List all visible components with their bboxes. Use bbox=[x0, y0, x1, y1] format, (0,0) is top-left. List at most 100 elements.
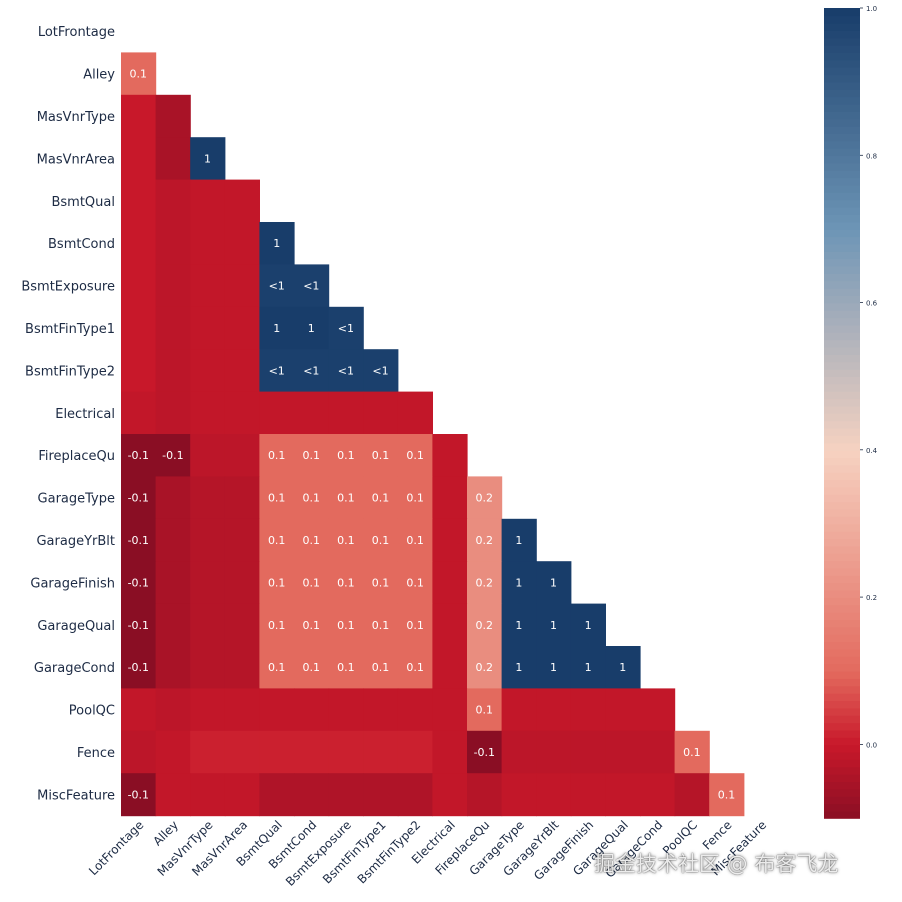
colorbar-segment bbox=[824, 376, 860, 385]
cell-label-BsmtExposure-BsmtCond: <1 bbox=[303, 280, 319, 293]
colorbar-segment bbox=[824, 214, 860, 223]
cell-label-BsmtFinType1-BsmtExposure: <1 bbox=[338, 322, 354, 335]
heatmap-cell-GarageCond-MasVnrType bbox=[190, 646, 226, 689]
colorbar-segment bbox=[824, 368, 860, 377]
colorbar-segment bbox=[824, 530, 860, 539]
y-tick-label-MasVnrArea: MasVnrArea bbox=[37, 152, 115, 167]
heatmap-cell-GarageType-BsmtExposure bbox=[328, 476, 364, 520]
colorbar-segment bbox=[824, 44, 860, 53]
cell-label-FireplaceQu-LotFrontage: -0.1 bbox=[128, 449, 149, 462]
heatmap-cell-PoolQC-GarageQual bbox=[605, 688, 641, 732]
x-tick-label-LotFrontage: LotFrontage bbox=[86, 818, 146, 878]
colorbar-segment bbox=[824, 66, 860, 76]
heatmap-cell-MiscFeature-BsmtCond bbox=[294, 773, 330, 817]
cell-label-GarageQual-BsmtCond: 0.1 bbox=[303, 619, 321, 632]
cell-label-GarageYrBlt-GarageType: 1 bbox=[515, 534, 522, 547]
cell-label-GarageType-LotFrontage: -0.1 bbox=[128, 492, 149, 505]
heatmap-cell-GarageQual-MasVnrArea bbox=[224, 603, 260, 647]
colorbar-segment bbox=[824, 398, 860, 407]
cell-label-GarageQual-FireplaceQu: 0.2 bbox=[476, 619, 494, 632]
heatmap-cell-GarageQual-BsmtFinType1 bbox=[363, 603, 399, 647]
colorbar-segment bbox=[824, 302, 860, 311]
heatmap-cell-GarageYrBlt-MasVnrType bbox=[190, 518, 226, 562]
heatmap-cell-GarageType-LotFrontage bbox=[121, 476, 157, 520]
cell-label-GarageCond-GarageFinish: 1 bbox=[585, 661, 592, 674]
heatmap-cell-Fence-GarageCond bbox=[640, 730, 676, 774]
colorbar-segment bbox=[824, 766, 860, 775]
colorbar-segment bbox=[824, 589, 860, 598]
colorbar-segment bbox=[824, 545, 860, 554]
heatmap-cell-BsmtFinType2-BsmtQual bbox=[259, 349, 295, 393]
colorbar-segment bbox=[824, 626, 860, 635]
heatmap-cell-PoolQC-BsmtCond bbox=[294, 688, 330, 732]
heatmap-cell-Fence-GarageFinish bbox=[570, 730, 606, 774]
colorbar-segment bbox=[824, 619, 860, 628]
heatmap-cell-MiscFeature-BsmtExposure bbox=[328, 773, 364, 817]
heatmap-cell-GarageType-Alley bbox=[155, 476, 191, 520]
colorbar-segment bbox=[824, 759, 860, 768]
heatmap-cell-FireplaceQu-Alley bbox=[155, 434, 191, 477]
colorbar-segment bbox=[824, 52, 860, 61]
heatmap-cell-Fence-BsmtCond bbox=[294, 730, 330, 774]
heatmap-cell-GarageCond-GarageFinish bbox=[570, 646, 606, 689]
colorbar-segment bbox=[824, 221, 860, 230]
y-tick-label-Electrical: Electrical bbox=[55, 407, 115, 422]
heatmap-cell-GarageCond-BsmtFinType2 bbox=[397, 646, 433, 689]
heatmap-cell-GarageQual-Alley bbox=[155, 603, 191, 647]
heatmap-cell-BsmtExposure-MasVnrArea bbox=[224, 264, 260, 308]
heatmap-cell-GarageQual-BsmtFinType2 bbox=[397, 603, 433, 647]
x-tick-label-Alley: Alley bbox=[150, 818, 181, 849]
colorbar-tick-label-0.0: 0.0 bbox=[866, 741, 877, 749]
heatmap-cell-GarageQual-FireplaceQu bbox=[467, 603, 503, 647]
heatmap-cell-MiscFeature-GarageCond bbox=[640, 773, 676, 817]
heatmap-cell-PoolQC-GarageCond bbox=[640, 688, 676, 732]
colorbar-segment bbox=[824, 420, 860, 429]
colorbar-segment bbox=[824, 663, 860, 672]
cell-label-BsmtFinType2-BsmtExposure: <1 bbox=[338, 364, 354, 377]
cell-label-GarageYrBlt-LotFrontage: -0.1 bbox=[128, 534, 149, 547]
heatmap-cell-GarageCond-Electrical bbox=[432, 646, 468, 689]
heatmap-cell-FireplaceQu-LotFrontage bbox=[121, 434, 157, 477]
colorbar-segment bbox=[824, 37, 860, 46]
colorbar-segment bbox=[824, 383, 860, 392]
heatmap-cell-Fence-BsmtFinType2 bbox=[397, 730, 433, 774]
cell-label-GarageCond-GarageQual: 1 bbox=[619, 661, 626, 674]
cell-label-GarageYrBlt-BsmtFinType2: 0.1 bbox=[406, 534, 424, 547]
heatmap-cell-MiscFeature-Electrical bbox=[432, 773, 468, 817]
y-tick-label-LotFrontage: LotFrontage bbox=[38, 25, 115, 40]
cell-label-FireplaceQu-BsmtQual: 0.1 bbox=[268, 449, 286, 462]
cell-label-GarageFinish-GarageYrBlt: 1 bbox=[550, 576, 557, 589]
heatmap-cell-Fence-BsmtQual bbox=[259, 730, 295, 774]
heatmap-cell-GarageType-MasVnrType bbox=[190, 476, 226, 520]
cell-label-GarageCond-FireplaceQu: 0.2 bbox=[476, 661, 494, 674]
cell-label-GarageCond-LotFrontage: -0.1 bbox=[128, 661, 149, 674]
cell-label-GarageFinish-BsmtCond: 0.1 bbox=[303, 576, 321, 589]
heatmap-cell-MiscFeature-GarageType bbox=[501, 773, 537, 817]
heatmap-cell-Fence-BsmtFinType1 bbox=[363, 730, 399, 774]
heatmap-cell-Fence-Alley bbox=[155, 730, 191, 774]
heatmap-cell-BsmtFinType1-BsmtExposure bbox=[328, 306, 364, 350]
colorbar-segment bbox=[824, 449, 860, 458]
heatmap-cell-MiscFeature-PoolQC bbox=[674, 773, 710, 817]
cell-label-Alley-LotFrontage: 0.1 bbox=[130, 68, 148, 81]
heatmap-cell-FireplaceQu-BsmtQual bbox=[259, 434, 295, 477]
heatmap-cell-Fence-LotFrontage bbox=[121, 730, 157, 774]
cell-label-GarageFinish-GarageType: 1 bbox=[515, 576, 522, 589]
heatmap-cell-Fence-MasVnrType bbox=[190, 730, 226, 774]
heatmap-cell-GarageType-Electrical bbox=[432, 476, 468, 520]
heatmap-cell-GarageFinish-GarageYrBlt bbox=[536, 561, 572, 605]
y-tick-label-BsmtFinType1: BsmtFinType1 bbox=[25, 322, 115, 337]
heatmap-cell-GarageCond-BsmtCond bbox=[294, 646, 330, 689]
colorbar-segment bbox=[824, 781, 860, 790]
cell-label-GarageFinish-BsmtQual: 0.1 bbox=[268, 576, 286, 589]
heatmap-cell-GarageQual-LotFrontage bbox=[121, 603, 157, 647]
colorbar-segment bbox=[824, 707, 860, 716]
colorbar-segment bbox=[824, 427, 860, 436]
heatmap-cells bbox=[121, 52, 745, 817]
cell-label-GarageFinish-LotFrontage: -0.1 bbox=[128, 576, 149, 589]
cell-label-GarageQual-BsmtFinType1: 0.1 bbox=[372, 619, 390, 632]
heatmap-cell-Fence-GarageQual bbox=[605, 730, 641, 774]
heatmap-cell-Fence-GarageYrBlt bbox=[536, 730, 572, 774]
heatmap-cell-GarageFinish-FireplaceQu bbox=[467, 561, 503, 605]
cell-label-GarageQual-LotFrontage: -0.1 bbox=[128, 619, 149, 632]
